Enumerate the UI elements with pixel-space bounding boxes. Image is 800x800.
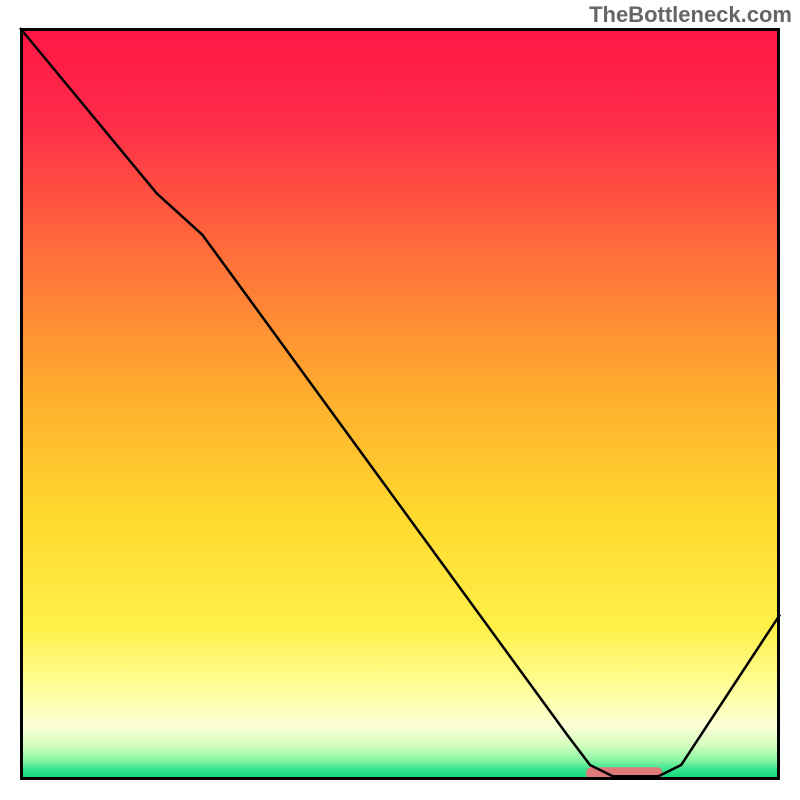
chart-container: TheBottleneck.com [0, 0, 800, 800]
watermark-text: TheBottleneck.com [589, 2, 792, 28]
gradient-background [22, 30, 779, 779]
bottleneck-curve-chart [0, 0, 800, 800]
